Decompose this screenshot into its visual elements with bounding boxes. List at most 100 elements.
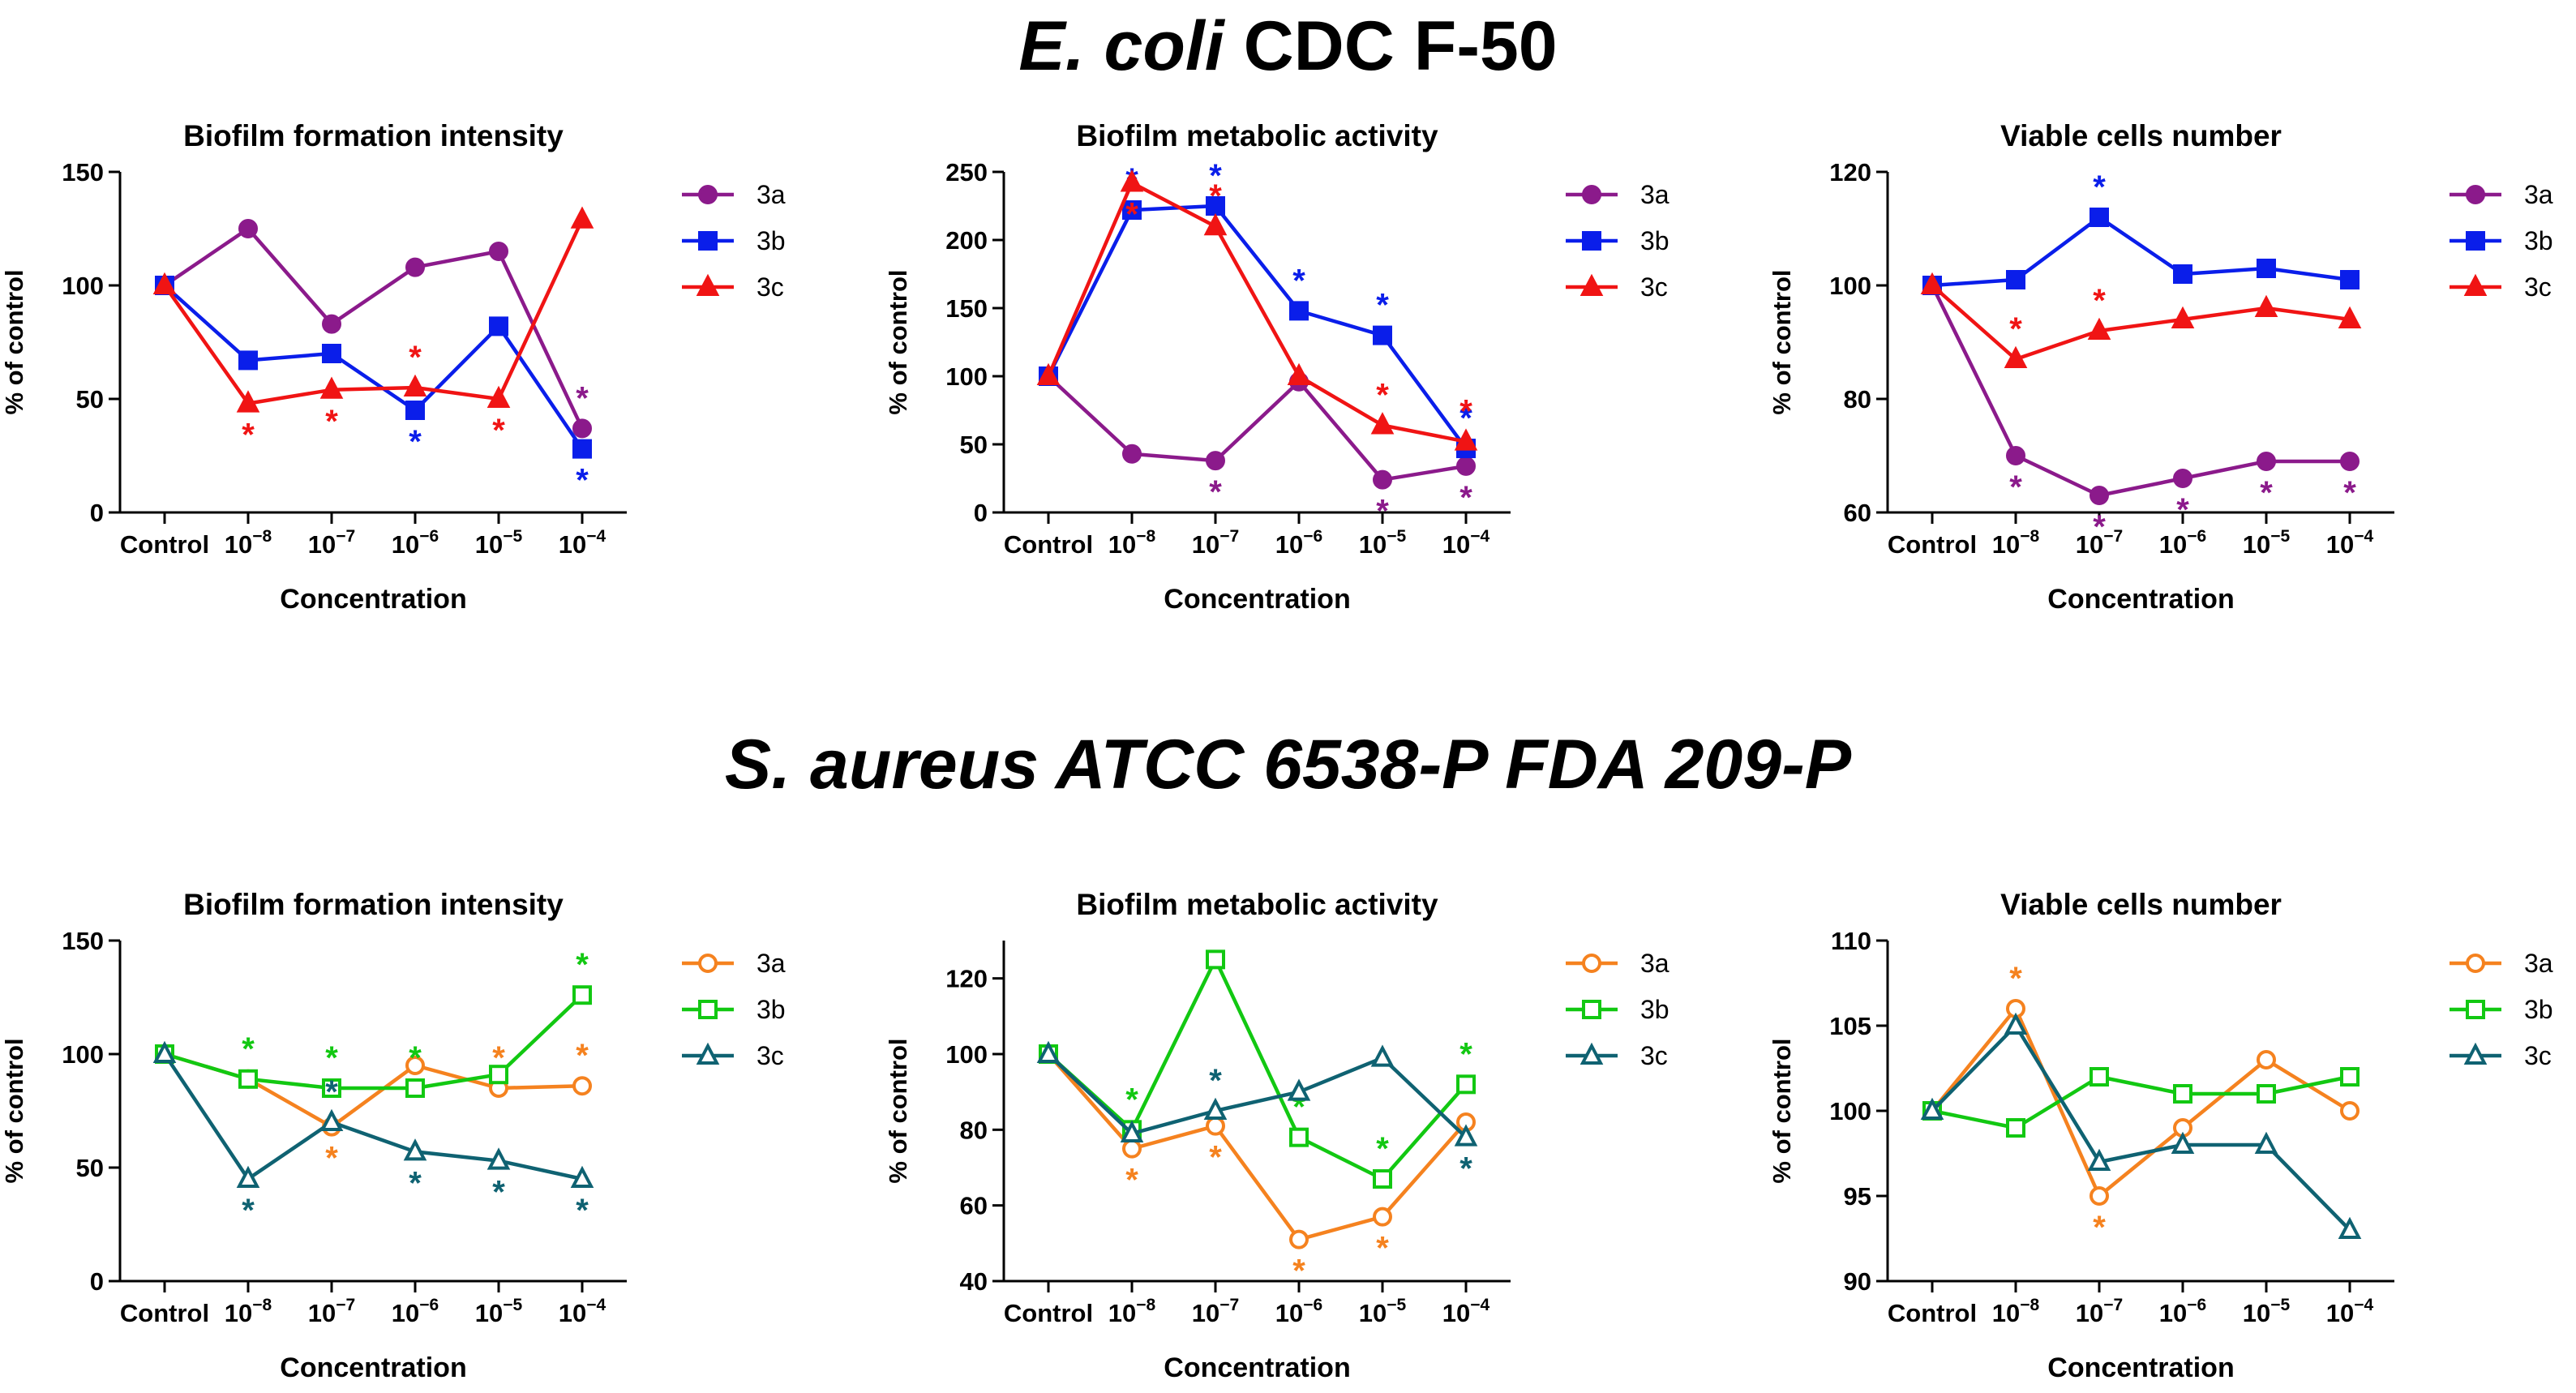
x-tick-exponent: −6 <box>1303 527 1322 546</box>
point-3b-2 <box>1122 200 1142 221</box>
y-tick-label: 0 <box>90 499 104 527</box>
legend-marker-3a <box>1582 185 1601 204</box>
point-3a-5 <box>1373 1207 1392 1227</box>
legend-label-3c: 3c <box>757 272 784 302</box>
series-line-3b <box>1931 215 2351 288</box>
y-axis-label: % of control <box>884 269 912 414</box>
x-tick-exponent: −4 <box>586 1296 606 1314</box>
y-axis-label: % of control <box>1768 269 1796 414</box>
significance-star: * <box>1459 1036 1472 1072</box>
legend-label-3a: 3a <box>2524 949 2553 978</box>
legend-marker-3c <box>2463 1042 2488 1065</box>
x-axis-label: Concentration <box>280 584 466 615</box>
significance-star: * <box>325 1040 338 1076</box>
chart-panel-2: Biofilm metabolic activity 0 50 100 150 200 25… <box>884 119 1669 615</box>
point-3c-2 <box>1120 1120 1144 1142</box>
x-tick-exponent: −4 <box>1470 1296 1489 1314</box>
y-tick-label: 50 <box>76 1154 104 1182</box>
y-tick-label: 80 <box>1844 385 1871 414</box>
legend-marker-3a <box>698 185 718 204</box>
x-tick-exponent: −6 <box>1303 1296 1322 1314</box>
series-line-3a <box>164 1052 583 1129</box>
x-tick-label: 10−4 <box>559 1296 606 1327</box>
legend-marker-3a <box>2466 185 2485 204</box>
significance-star: * <box>1376 494 1389 529</box>
significance-star: * <box>2176 492 2189 528</box>
point-3b-4 <box>2173 264 2192 284</box>
series-line-3b <box>1047 958 1468 1181</box>
chart-title: Biofilm formation intensity <box>183 119 564 152</box>
x-tick-exponent: −8 <box>1136 527 1155 546</box>
point-3a-6 <box>572 418 592 439</box>
y-tick-label: 60 <box>1844 499 1871 527</box>
legend-label-3b: 3b <box>2524 995 2553 1024</box>
point-3b-3 <box>2090 208 2109 227</box>
significance-star: * <box>1376 377 1389 413</box>
x-tick-base: 10 <box>1192 530 1219 559</box>
significance-star: * <box>2260 475 2273 511</box>
x-tick-label: 10−5 <box>2243 527 2291 559</box>
x-tick-base: 10 <box>1192 1299 1219 1327</box>
significance-star: * <box>2009 961 2022 997</box>
x-tick-base: 10 <box>2326 1299 2354 1327</box>
y-tick-label: 110 <box>1831 927 1871 955</box>
series-line-3c <box>1047 1052 1468 1139</box>
point-3c-2 <box>2004 345 2028 368</box>
point-3c-6 <box>2338 1216 2362 1239</box>
legend-label-3a: 3a <box>757 949 786 978</box>
legend-marker-3b <box>1582 231 1601 251</box>
x-tick-base: 10 <box>559 1299 586 1327</box>
x-tick-base: 10 <box>1992 530 2020 559</box>
point-3b-5 <box>1373 1169 1392 1189</box>
point-3b-4 <box>405 1078 425 1098</box>
legend-label-3c: 3c <box>2524 272 2552 302</box>
legend-label-3a: 3a <box>2524 180 2553 209</box>
series-line-3a <box>1047 375 1467 482</box>
x-axis-label: Concentration <box>280 1352 466 1383</box>
point-3c-5 <box>1370 1044 1395 1067</box>
chart-panel-6: Viable cells number 90 95 100 105 110 Control 1… <box>1768 888 2553 1383</box>
x-tick-exponent: −4 <box>1470 527 1489 546</box>
x-tick-exponent: −5 <box>2270 527 2290 546</box>
significance-star: * <box>1209 1140 1222 1176</box>
point-3b-5 <box>489 1065 508 1085</box>
legend-marker-3b <box>2466 1000 2485 1019</box>
y-tick-label: 150 <box>62 927 104 955</box>
series-line-3b <box>163 284 584 450</box>
y-axis-label: % of control <box>1768 1038 1796 1183</box>
significance-star: * <box>1292 263 1305 298</box>
point-3b-2 <box>238 350 258 371</box>
point-3c-4 <box>1287 1078 1311 1101</box>
point-3c-3 <box>1203 212 1228 236</box>
y-tick-label: 95 <box>1844 1182 1871 1211</box>
point-3c-3 <box>2087 1148 2111 1171</box>
y-tick-label: 200 <box>945 226 988 255</box>
x-tick-base: 10 <box>1359 1299 1387 1327</box>
point-3a-2 <box>1122 444 1142 464</box>
significance-star: * <box>325 1141 338 1177</box>
point-3b-2 <box>238 1069 258 1089</box>
significance-star: * <box>242 1031 255 1067</box>
point-3c-1 <box>1920 272 1944 294</box>
series-line-3c <box>1931 284 2351 362</box>
x-tick-base: 10 <box>308 530 336 559</box>
legend-label-3c: 3c <box>1640 1041 1668 1070</box>
x-tick-base: 10 <box>475 1299 503 1327</box>
x-tick-base: 10 <box>1275 530 1303 559</box>
x-tick-label: 10−7 <box>1192 527 1239 559</box>
x-tick-exponent: −8 <box>1136 1296 1155 1314</box>
chart-panel-1: Biofilm formation intensity 0 50 100 150 Cont… <box>0 119 786 615</box>
point-3c-2 <box>236 390 260 413</box>
x-tick-label: 10−8 <box>1992 527 2040 559</box>
x-tick-base: 10 <box>559 530 586 559</box>
x-tick-label: 10−4 <box>559 527 606 559</box>
chart-title: Viable cells number <box>2000 888 2282 921</box>
chart-title: Biofilm metabolic activity <box>1076 888 1438 921</box>
series-line-3c <box>163 1052 583 1181</box>
x-axis-label: Concentration <box>1164 1352 1350 1383</box>
significance-star: * <box>409 424 422 460</box>
y-axis-label: % of control <box>884 1038 912 1183</box>
point-3b-6 <box>2340 270 2360 289</box>
point-3c-1 <box>1036 362 1061 385</box>
